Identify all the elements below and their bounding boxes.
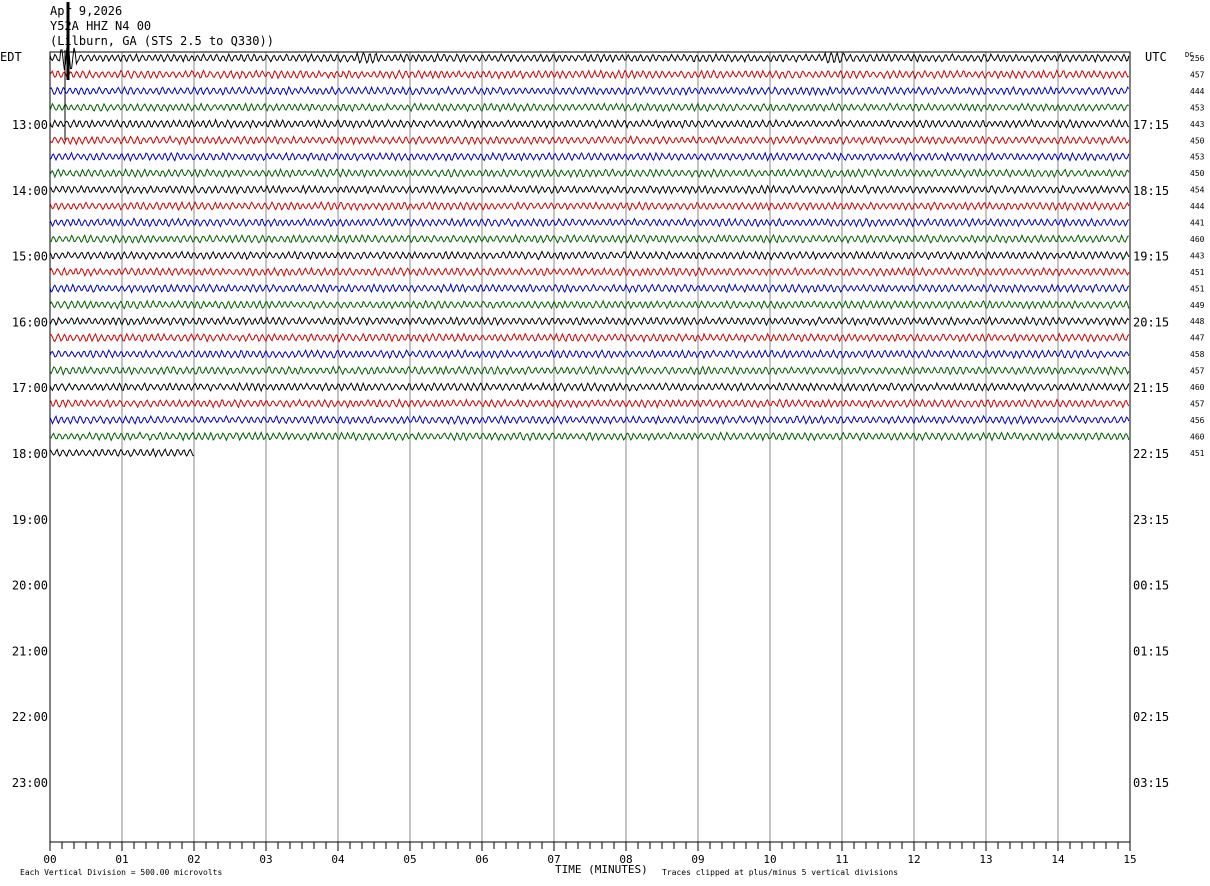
dc-offset-label: 460 — [1190, 432, 1205, 441]
left-hour-label: 18:00 — [12, 447, 48, 461]
x-tick-label: 12 — [907, 853, 920, 866]
dc-offset-label: 450 — [1190, 136, 1205, 145]
left-hour-label: 14:00 — [12, 184, 48, 198]
location-title: (Lilburn, GA (STS 2.5 to Q330)) — [50, 34, 274, 48]
dc-offset-label: 451 — [1190, 449, 1205, 458]
right-hour-label: 19:15 — [1133, 250, 1169, 264]
trace-row-12 — [49, 250, 1130, 261]
station-title: Y52A HHZ N4 00 — [50, 19, 152, 33]
x-tick-label: 00 — [43, 853, 56, 866]
left-hour-label: 23:00 — [12, 776, 48, 790]
dc-offset-label: 457 — [1190, 70, 1205, 79]
right-hour-label: 17:15 — [1133, 118, 1169, 132]
right-hour-label: 20:15 — [1133, 315, 1169, 329]
trace-row-1 — [49, 69, 1130, 80]
trace-row-24 — [49, 447, 195, 458]
left-hour-label: 19:00 — [12, 513, 48, 527]
dc-offset-label: 444 — [1190, 87, 1205, 96]
trace-row-20 — [49, 381, 1130, 393]
x-tick-label: 14 — [1051, 853, 1065, 866]
dc-offset-label: 460 — [1190, 383, 1205, 392]
dc-offset-label: 441 — [1190, 219, 1205, 228]
date-title: Apr 9,2026 — [50, 4, 123, 18]
clip-note: Traces clipped at plus/minus 5 vertical … — [662, 868, 898, 877]
x-tick-label: 09 — [691, 853, 704, 866]
x-tick-label: 02 — [187, 853, 200, 866]
dc-offset-label: 447 — [1190, 334, 1205, 343]
left-hour-label: 15:00 — [12, 250, 48, 264]
x-tick-label: 04 — [331, 853, 345, 866]
trace-row-4 — [49, 118, 1130, 130]
trace-row-15 — [49, 299, 1130, 310]
x-tick-label: 15 — [1123, 853, 1136, 866]
trace-row-19 — [49, 365, 1130, 376]
dc-offset-label: 457 — [1190, 399, 1205, 408]
trace-row-10 — [49, 217, 1130, 228]
left-hour-label: 22:00 — [12, 710, 48, 724]
trace-row-21 — [49, 398, 1130, 409]
right-hour-label: 21:15 — [1133, 381, 1169, 395]
dc-offset-label: 458 — [1190, 350, 1205, 359]
trace-row-18 — [49, 348, 1130, 360]
trace-row-22 — [49, 414, 1130, 426]
left-hour-label: 17:00 — [12, 381, 48, 395]
trace-row-6 — [49, 151, 1130, 162]
trace-row-23 — [49, 431, 1130, 442]
left-hour-label: 16:00 — [12, 315, 48, 329]
trace-row-13 — [49, 266, 1130, 278]
dc-offset-label: 443 — [1190, 251, 1205, 260]
right-hour-label: 01:15 — [1133, 644, 1169, 658]
x-tick-label: 11 — [835, 853, 848, 866]
dc-header-label: DC — [1185, 51, 1193, 59]
trace-row-7 — [49, 167, 1130, 179]
trace-row-9 — [49, 200, 1130, 212]
trace-row-2 — [49, 85, 1130, 97]
dc-offset-label: 449 — [1190, 301, 1205, 310]
left-hour-label: 20:00 — [12, 579, 48, 593]
dc-offset-label: 451 — [1190, 268, 1205, 277]
dc-offset-label: 450 — [1190, 169, 1205, 178]
x-tick-label: 10 — [763, 853, 776, 866]
dc-offset-label: 444 — [1190, 202, 1205, 211]
trace-row-8 — [49, 183, 1130, 195]
x-tick-label: 01 — [115, 853, 128, 866]
trace-row-14 — [49, 282, 1130, 294]
left-timezone-label: EDT — [0, 50, 22, 64]
dc-offset-label: 256 — [1190, 54, 1205, 63]
right-hour-label: 03:15 — [1133, 776, 1169, 790]
right-hour-label: 00:15 — [1133, 579, 1169, 593]
trace-row-16 — [49, 315, 1130, 327]
dc-offset-label: 454 — [1190, 186, 1205, 195]
right-hour-label: 02:15 — [1133, 710, 1169, 724]
dc-offset-label: 453 — [1190, 153, 1205, 162]
x-axis-title: TIME (MINUTES) — [555, 863, 648, 876]
trace-row-5 — [49, 134, 1130, 146]
dc-offset-label: 451 — [1190, 284, 1205, 293]
left-hour-label: 13:00 — [12, 118, 48, 132]
x-tick-label: 07 — [547, 853, 560, 866]
scale-note: Each Vertical Division = 500.00 microvol… — [20, 868, 222, 877]
right-hour-label: 22:15 — [1133, 447, 1169, 461]
x-tick-label: 13 — [979, 853, 992, 866]
right-timezone-label: UTC — [1145, 50, 1167, 64]
trace-row-3 — [49, 102, 1129, 113]
trace-row-17 — [49, 332, 1130, 344]
x-tick-label: 03 — [259, 853, 272, 866]
trace-row-0 — [49, 42, 1130, 70]
dc-offset-label: 457 — [1190, 367, 1205, 376]
dc-offset-label: 460 — [1190, 235, 1205, 244]
left-hour-label: 21:00 — [12, 644, 48, 658]
x-tick-label: 06 — [475, 853, 488, 866]
dc-offset-label: 456 — [1190, 416, 1205, 425]
right-hour-label: 18:15 — [1133, 184, 1169, 198]
dc-offset-label: 443 — [1190, 120, 1205, 129]
trace-row-11 — [49, 233, 1129, 245]
dc-offset-label: 453 — [1190, 103, 1205, 112]
right-hour-label: 23:15 — [1133, 513, 1169, 527]
x-tick-label: 05 — [403, 853, 416, 866]
x-tick-label: 08 — [619, 853, 632, 866]
dc-offset-label: 448 — [1190, 317, 1205, 326]
